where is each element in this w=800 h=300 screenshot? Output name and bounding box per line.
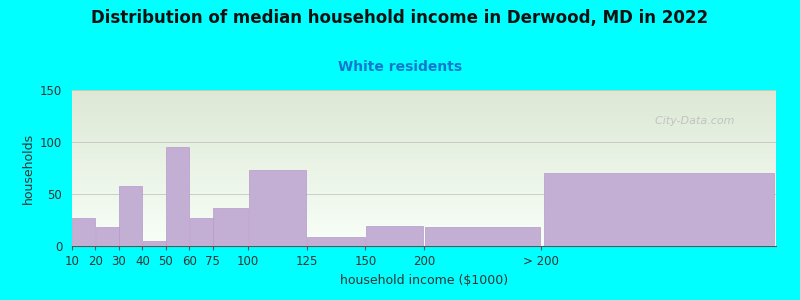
- Bar: [213, 208, 248, 246]
- Text: Distribution of median household income in Derwood, MD in 2022: Distribution of median household income …: [91, 9, 709, 27]
- Bar: [307, 237, 365, 246]
- Bar: [425, 227, 540, 246]
- Bar: [249, 170, 306, 246]
- Bar: [96, 227, 118, 246]
- Bar: [142, 241, 166, 246]
- Bar: [366, 226, 423, 246]
- Bar: [166, 147, 189, 246]
- Bar: [190, 218, 213, 246]
- Text: City-Data.com: City-Data.com: [648, 116, 734, 126]
- Bar: [544, 173, 774, 246]
- Y-axis label: households: households: [22, 132, 34, 204]
- Bar: [119, 186, 142, 246]
- Bar: [72, 218, 95, 246]
- X-axis label: household income ($1000): household income ($1000): [340, 274, 508, 286]
- Text: White residents: White residents: [338, 60, 462, 74]
